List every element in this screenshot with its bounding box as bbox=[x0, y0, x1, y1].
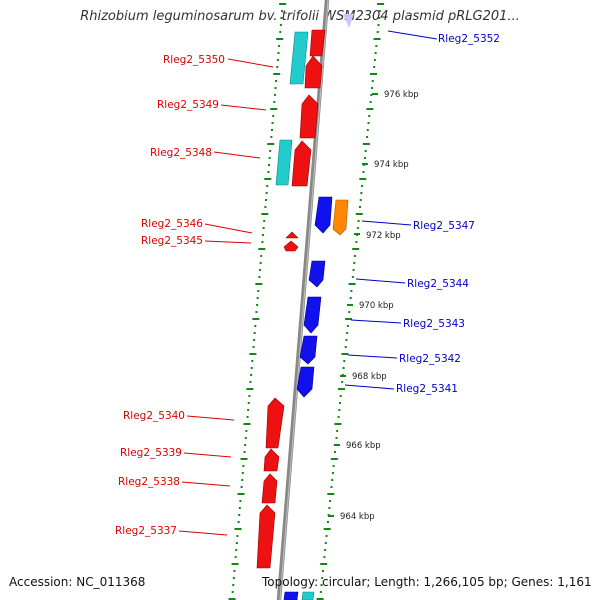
gene-label-rleg2-5344[interactable]: Rleg2_5344 bbox=[407, 278, 469, 290]
gene-features bbox=[256, 14, 354, 600]
gene-label-rleg2-5339[interactable]: Rleg2_5339 bbox=[120, 447, 182, 459]
gene-label-rleg2-5340[interactable]: Rleg2_5340 bbox=[123, 410, 185, 422]
gene-red-5[interactable] bbox=[285, 231, 299, 239]
gene-red-1[interactable] bbox=[309, 29, 326, 57]
kbp-label: 972 kbp bbox=[366, 231, 401, 241]
gene-blue-5[interactable] bbox=[296, 366, 315, 398]
gene-label-rleg2-5352[interactable]: Rleg2_5352 bbox=[438, 33, 500, 45]
gene-marker-top bbox=[343, 14, 354, 28]
gene-label-rleg2-5347[interactable]: Rleg2_5347 bbox=[413, 220, 475, 232]
gene-label-rleg2-5346[interactable]: Rleg2_5346 bbox=[141, 218, 203, 230]
accession-text: Accession: NC_011368 bbox=[9, 575, 146, 589]
gene-label-rleg2-5345[interactable]: Rleg2_5345 bbox=[141, 235, 203, 247]
genome-info-text: Topology: circular; Length: 1,266,105 bp… bbox=[262, 575, 592, 589]
gene-blue-2[interactable] bbox=[308, 260, 326, 288]
kbp-label: 964 kbp bbox=[340, 512, 375, 522]
kbp-label: 974 kbp bbox=[374, 160, 409, 170]
gene-red-10[interactable] bbox=[256, 504, 276, 569]
kbp-label: 966 kbp bbox=[346, 441, 381, 451]
gene-red-8[interactable] bbox=[263, 448, 280, 472]
kbp-label: 970 kbp bbox=[359, 301, 394, 311]
kbp-scale: 976 kbp 974 kbp 972 kbp 970 kbp 968 kbp … bbox=[328, 90, 419, 522]
gene-label-rleg2-5350[interactable]: Rleg2_5350 bbox=[163, 54, 225, 66]
gene-label-rleg2-5348[interactable]: Rleg2_5348 bbox=[150, 147, 212, 159]
gene-label-rleg2-5343[interactable]: Rleg2_5343 bbox=[403, 318, 465, 330]
leader-lines bbox=[178, 30, 438, 536]
gene-blue-4[interactable] bbox=[299, 335, 318, 365]
gene-cyan-1[interactable] bbox=[289, 31, 309, 85]
gene-blue-1[interactable] bbox=[314, 196, 333, 234]
gene-blue-6[interactable] bbox=[283, 591, 299, 600]
gene-label-rleg2-5342[interactable]: Rleg2_5342 bbox=[399, 353, 461, 365]
gene-cyan-2[interactable] bbox=[275, 139, 293, 186]
map-title: Rhizobium leguminosarum bv. trifolii WSM… bbox=[80, 9, 520, 24]
gene-labels: Rleg2_5350 Rleg2_5349 Rleg2_5348 Rleg2_5… bbox=[115, 33, 500, 537]
gene-red-4[interactable] bbox=[291, 140, 312, 187]
gene-blue-3[interactable] bbox=[303, 296, 322, 334]
gene-red-9[interactable] bbox=[261, 473, 278, 504]
gene-cyan-3[interactable] bbox=[301, 591, 315, 600]
gene-red-3[interactable] bbox=[299, 94, 319, 139]
genome-backbone bbox=[276, 0, 330, 600]
tick-rails bbox=[228, 3, 385, 600]
gene-label-rleg2-5349[interactable]: Rleg2_5349 bbox=[157, 99, 219, 111]
gene-label-rleg2-5338[interactable]: Rleg2_5338 bbox=[118, 476, 180, 488]
kbp-label: 968 kbp bbox=[352, 372, 387, 382]
gene-label-rleg2-5341[interactable]: Rleg2_5341 bbox=[396, 383, 458, 395]
gene-red-7[interactable] bbox=[265, 397, 285, 449]
gene-label-rleg2-5337[interactable]: Rleg2_5337 bbox=[115, 525, 177, 537]
gene-red-2[interactable] bbox=[304, 55, 323, 89]
gene-red-6[interactable] bbox=[283, 240, 299, 252]
kbp-label: 976 kbp bbox=[384, 90, 419, 100]
gene-orange-1[interactable] bbox=[332, 199, 349, 236]
